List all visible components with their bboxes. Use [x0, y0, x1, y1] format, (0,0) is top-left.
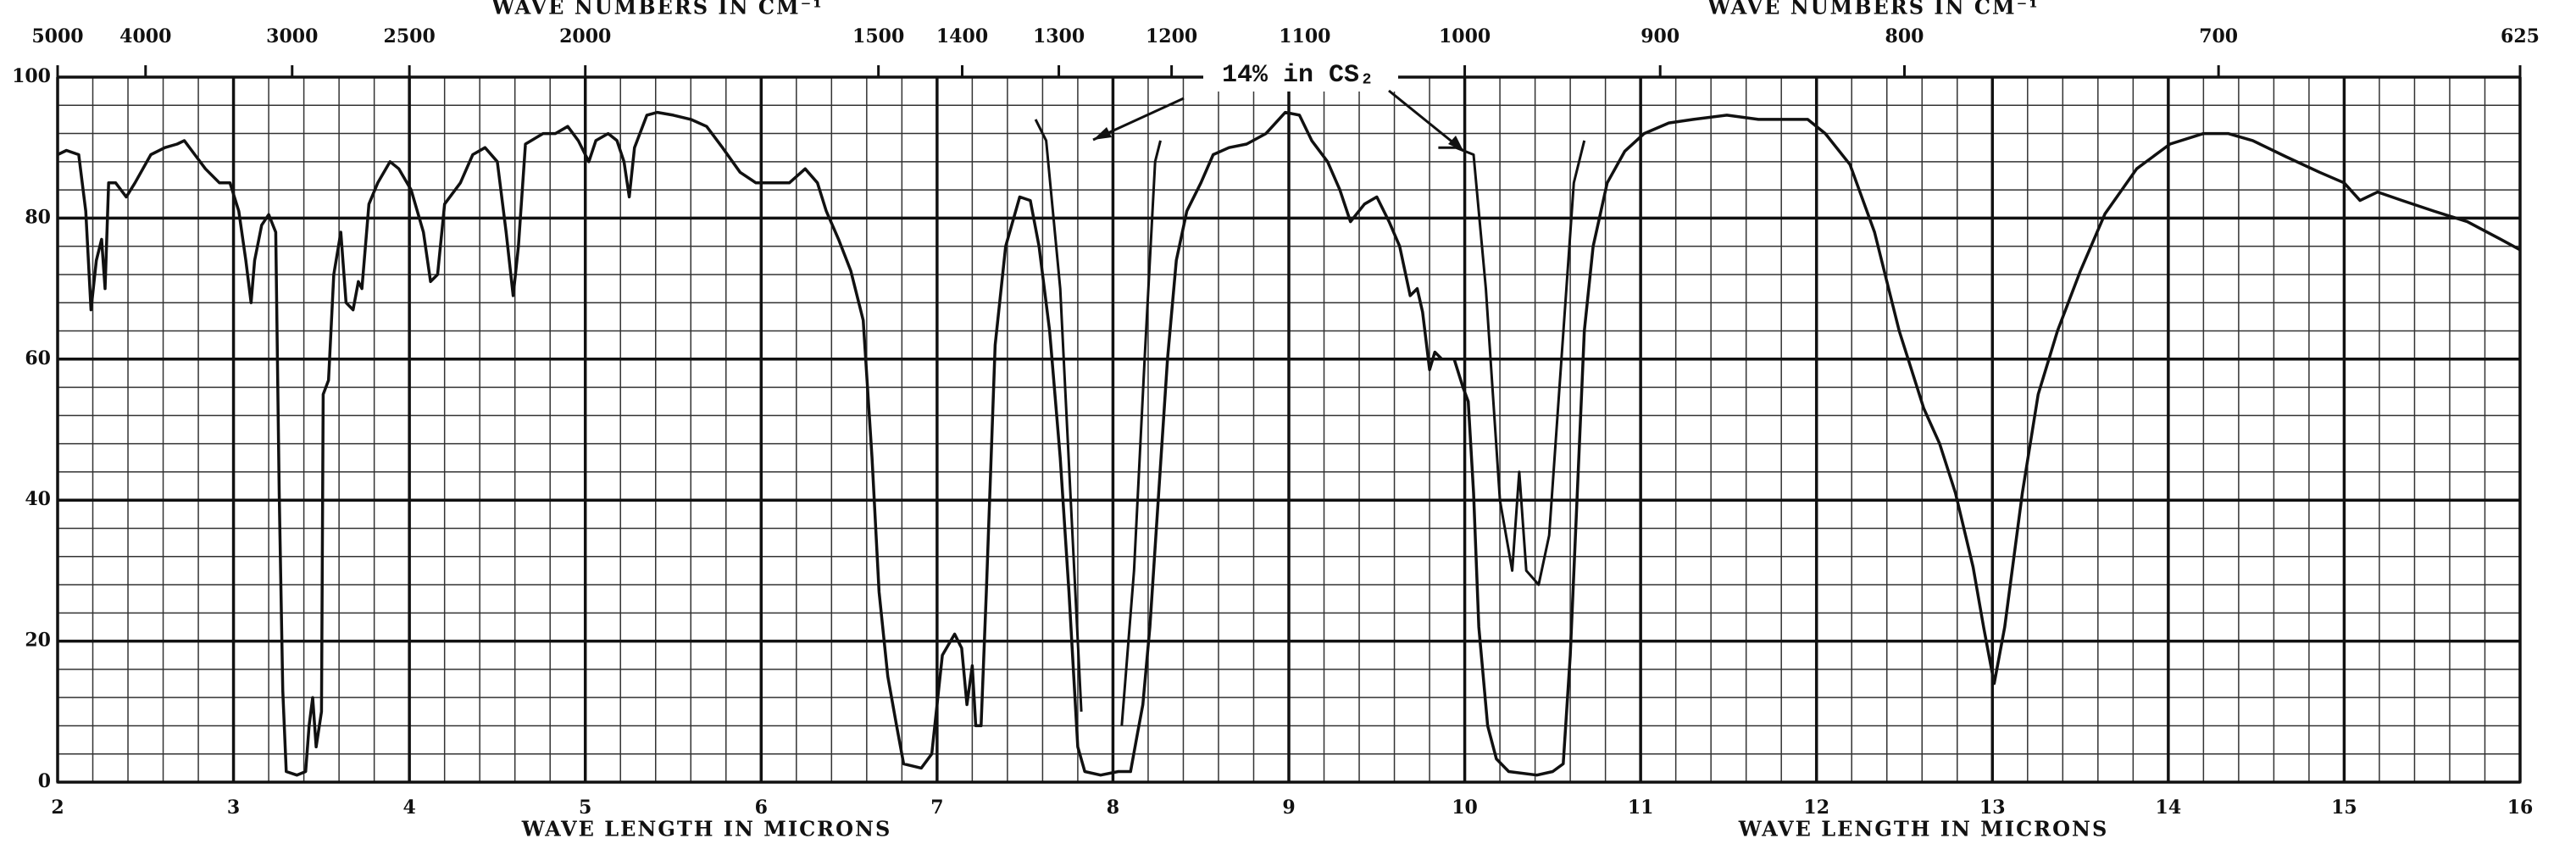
- x2-tick-label: 1500: [852, 25, 904, 47]
- x2-tick-label: 900: [1641, 25, 1679, 47]
- y-tick-label: 0: [38, 770, 51, 792]
- x-tick-label: 12: [1803, 797, 1829, 819]
- y-tick-label: 20: [25, 630, 51, 652]
- arrow: [1388, 89, 1464, 153]
- spectrum-line: [57, 110, 2521, 777]
- x-tick-label: 5: [579, 797, 591, 819]
- y-tick-label: 40: [25, 488, 51, 510]
- annotation: 14% in CS₂: [1222, 61, 1374, 90]
- annotation-box: [1203, 58, 1398, 92]
- y-tick-label: 60: [25, 347, 51, 369]
- x-tick-label: 14: [2156, 797, 2182, 819]
- x2-tick-label: 1000: [1439, 25, 1491, 47]
- x-tick-label: 6: [755, 797, 768, 819]
- x-tick-label: 15: [2331, 797, 2357, 819]
- x-tick-label: 2: [51, 797, 64, 819]
- x2-axis-title: WAVE NUMBERS IN CM⁻¹: [491, 0, 824, 19]
- x-tick-label: 10: [1452, 797, 1478, 819]
- y-tick-label: 100: [12, 65, 51, 87]
- x-tick-label: 4: [402, 797, 415, 819]
- x2-tick-label: 700: [2199, 25, 2238, 47]
- plot: [57, 110, 2521, 777]
- x-tick-label: 7: [930, 797, 943, 819]
- x-tick-label: 16: [2507, 797, 2534, 819]
- x2-tick-label: 2000: [559, 25, 611, 47]
- x-axis-title: WAVE LENGTH IN MICRONS: [521, 817, 892, 841]
- x-tick-label: 9: [1282, 797, 1295, 819]
- x2-tick-label: 1400: [936, 25, 988, 47]
- x2-axis-title: WAVE NUMBERS IN CM⁻¹: [1707, 0, 2040, 19]
- x-tick-label: 8: [1107, 797, 1119, 819]
- x2-tick-label: 1200: [1146, 25, 1197, 47]
- x-tick-label: 13: [1979, 797, 2006, 819]
- x-tick-label: 3: [227, 797, 240, 819]
- arrow-head: [1448, 136, 1463, 151]
- x2-tick-label: 625: [2501, 25, 2540, 47]
- grid: 2 3 4 5 6 7 8 9 10 11 12 13 14 15 16 0 20 40 60 80 100 5000 40…: [12, 25, 2540, 819]
- x2-tick-label: 800: [1885, 25, 1924, 47]
- x2-tick-label: 1100: [1279, 25, 1330, 47]
- x2-tick-label: 3000: [266, 25, 318, 47]
- x2-tick-label: 4000: [119, 25, 171, 47]
- overlay-line: [1034, 119, 1586, 726]
- x2-tick-label: 1300: [1033, 25, 1085, 47]
- x-axis-title: WAVE LENGTH IN MICRONS: [1738, 817, 2109, 841]
- y-tick-label: 80: [25, 206, 51, 228]
- x-tick-label: 11: [1628, 797, 1654, 819]
- x2-tick-label: 5000: [31, 25, 83, 47]
- arrow-head: [1093, 127, 1112, 140]
- x2-tick-label: 2500: [384, 25, 436, 47]
